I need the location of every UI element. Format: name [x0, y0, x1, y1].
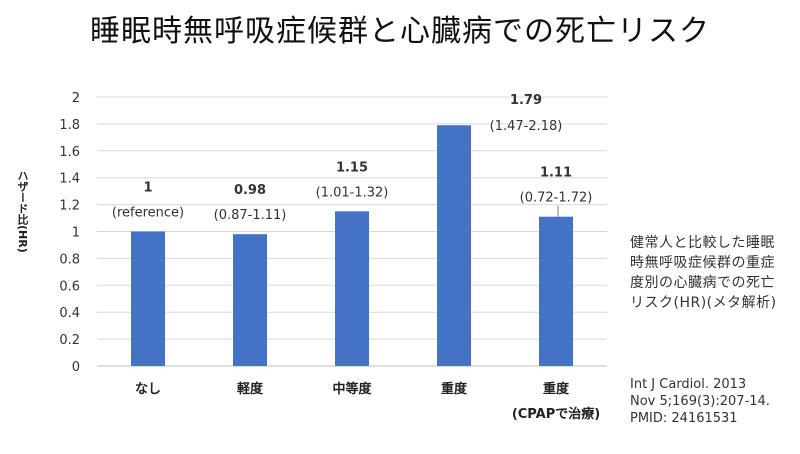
y-tick-label: 1.8	[59, 118, 80, 133]
bar-ci-label: (0.72-1.72)	[520, 191, 593, 206]
bar-ci-label: (1.47-2.18)	[490, 119, 563, 134]
bar-ci-label: (1.01-1.32)	[316, 185, 389, 200]
x-category-sublabel: (CPAPで治療)	[512, 406, 600, 422]
y-tick-label: 1.4	[59, 172, 80, 187]
bar-value-label: 0.98	[234, 183, 266, 198]
bar	[131, 231, 165, 366]
bar-value-label: 1.11	[540, 166, 572, 181]
bar-ci-label: (0.87-1.11)	[214, 208, 287, 223]
citation-line: Nov 5;169(3):207-14.	[630, 394, 770, 409]
y-tick-label: 0.8	[59, 252, 80, 267]
bar-value-label: 1.15	[336, 160, 368, 175]
bar	[539, 216, 573, 366]
y-tick-label: 1.2	[59, 199, 80, 214]
bar	[437, 125, 471, 367]
x-category-label: 軽度	[237, 381, 264, 397]
y-tick-label: 0.2	[59, 333, 80, 348]
y-axis-title: ハザード比(HR)	[16, 170, 29, 253]
bar-value-label: 1.79	[510, 93, 542, 108]
citation-line: Int J Cardiol. 2013	[630, 377, 747, 392]
bar	[335, 211, 369, 366]
x-category-label: 重度	[441, 381, 468, 397]
bar	[233, 234, 267, 366]
x-category-label: 重度	[543, 381, 570, 397]
citation: Int J Cardiol. 2013 Nov 5;169(3):207-14.…	[630, 376, 800, 427]
citation-line: PMID: 24161531	[630, 411, 738, 426]
y-tick-label: 1	[72, 226, 80, 241]
y-tick-label: 1.6	[59, 145, 80, 160]
y-tick-label: 0	[72, 360, 80, 375]
x-category-label: なし	[135, 382, 161, 397]
page-title: 睡眠時無呼吸症候群と心臓病での死亡リスク	[90, 14, 710, 49]
y-tick-label: 0.4	[59, 306, 80, 321]
x-category-label: 中等度	[332, 381, 372, 397]
bar-ci-label: (reference)	[112, 206, 184, 221]
bar-value-label: 1	[143, 181, 152, 196]
chart-note: 健常人と比較した睡眠時無呼吸症候群の重症度別の心臓病での死亡リスク(HR)(メタ…	[630, 235, 777, 311]
y-tick-label: 0.6	[59, 279, 80, 294]
y-tick-label: 2	[72, 91, 80, 106]
